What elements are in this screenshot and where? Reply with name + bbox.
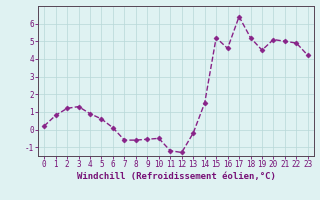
X-axis label: Windchill (Refroidissement éolien,°C): Windchill (Refroidissement éolien,°C)	[76, 172, 276, 181]
